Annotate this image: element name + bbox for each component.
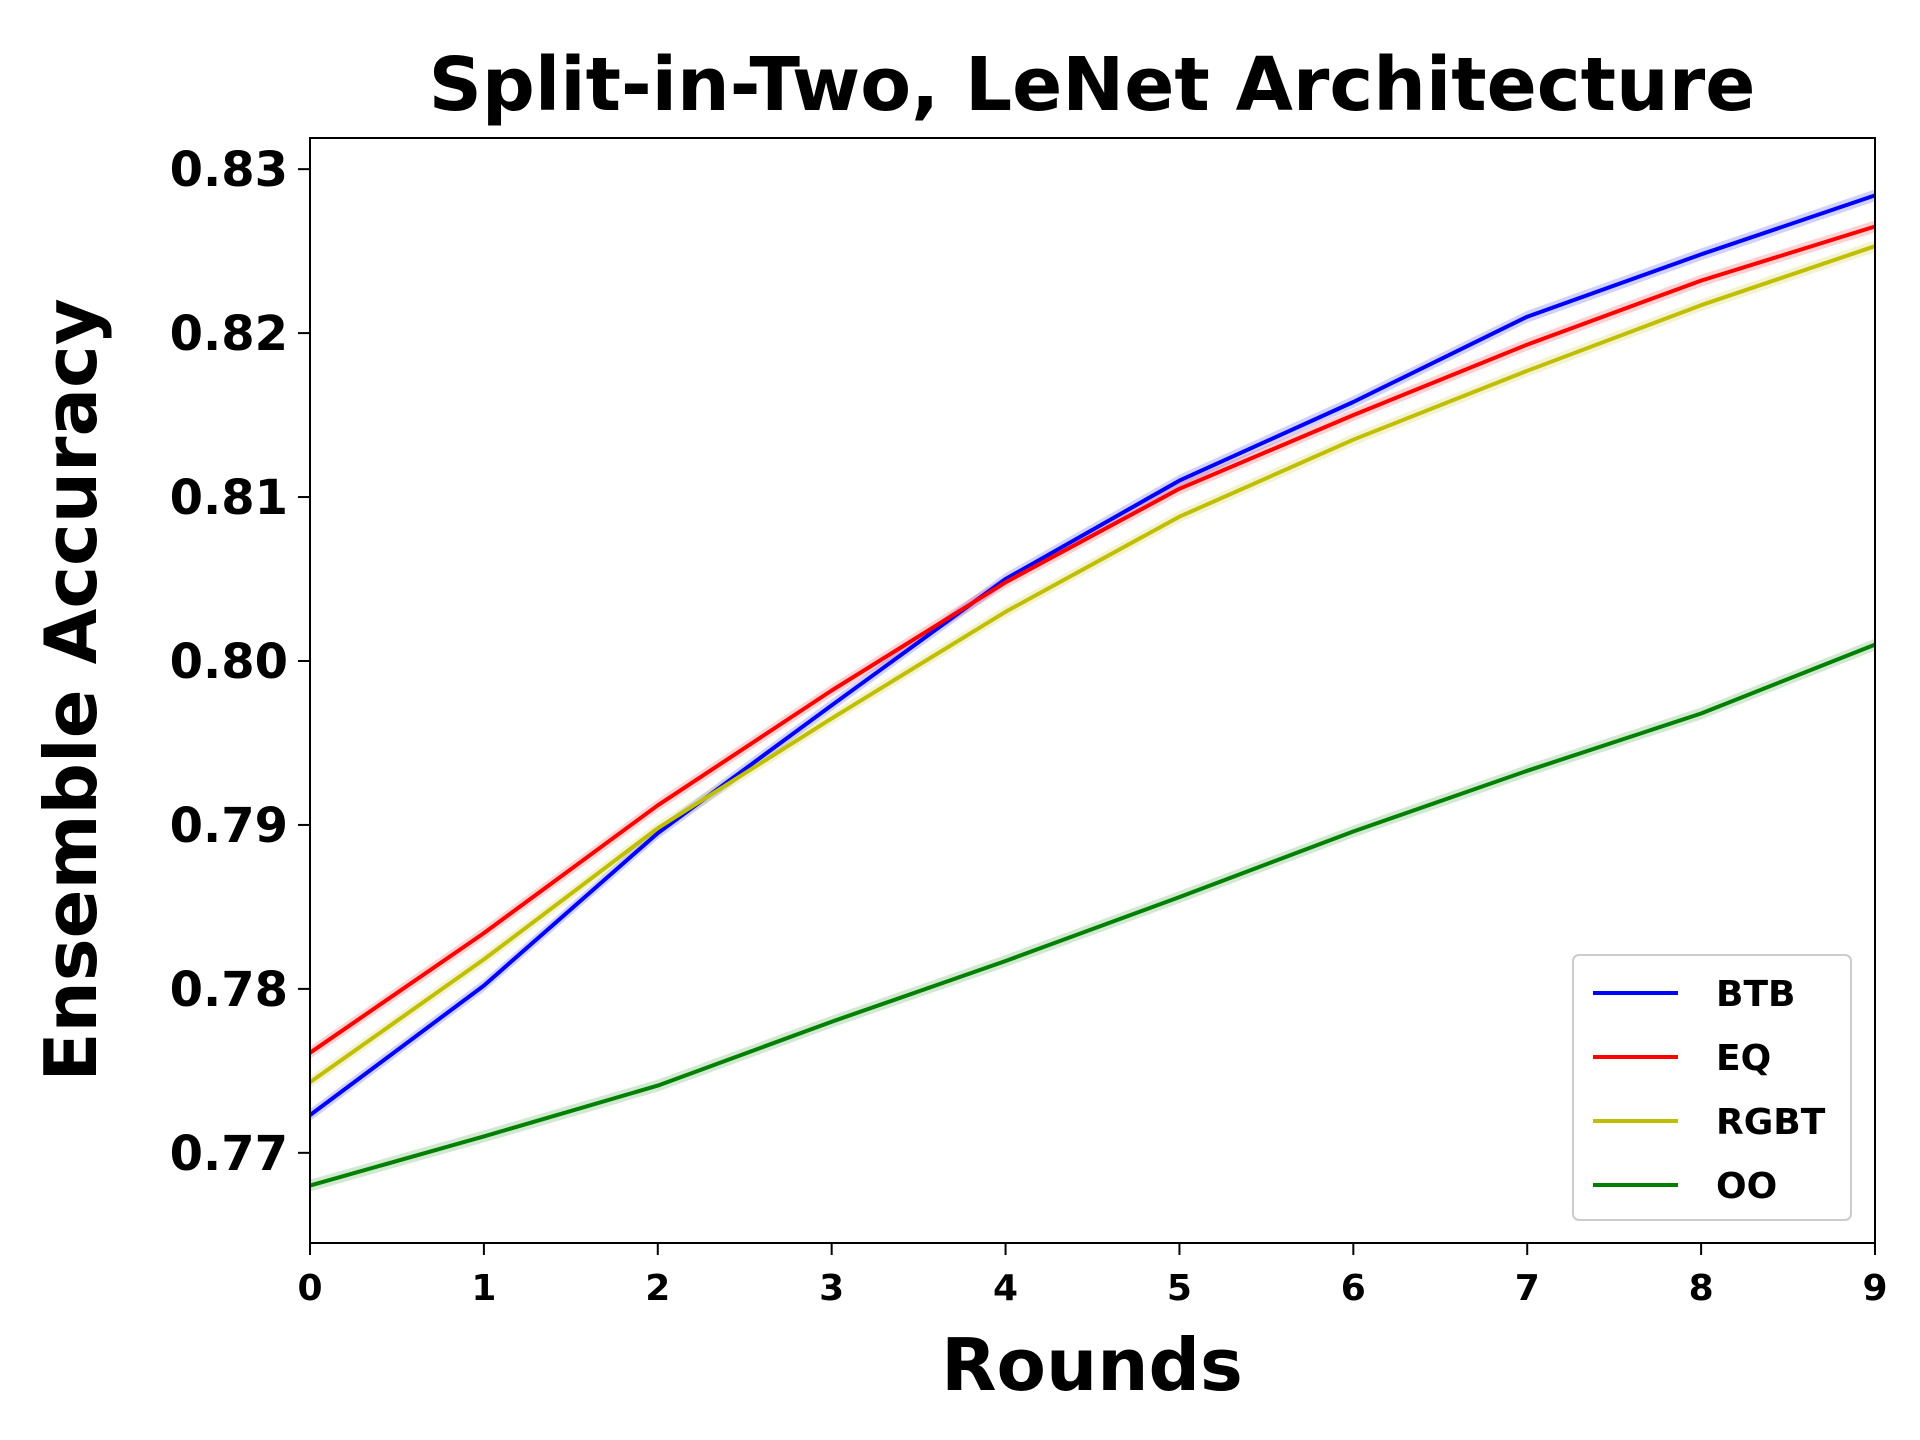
legend-entry-oo: OO	[1593, 1166, 1777, 1207]
series-line-oo	[309, 642, 1876, 1188]
legend-label: EQ	[1716, 1038, 1771, 1079]
y-tick-label: 0.83	[170, 142, 288, 198]
legend-label: RGBT	[1716, 1102, 1826, 1143]
legend-label: OO	[1716, 1166, 1777, 1207]
confidence-bands	[310, 189, 1875, 1192]
y-tick-label: 0.77	[170, 1126, 288, 1182]
y-tick-label: 0.82	[170, 306, 288, 362]
x-axis: 0 1 2 3 4 5 6 7 8 9	[297, 1243, 1888, 1309]
legend-entry-eq: EQ	[1593, 1038, 1771, 1079]
y-axis: 0.77 0.78 0.79 0.80 0.81 0.82 0.83	[170, 142, 310, 1182]
chart-title: Split-in-Two, LeNet Architecture	[429, 42, 1756, 128]
x-tick-label: 8	[1689, 1268, 1714, 1309]
y-axis-label: Ensemble Accuracy	[29, 298, 113, 1081]
series-line-rgbt	[308, 244, 1876, 1084]
x-tick-label: 3	[819, 1268, 844, 1309]
x-tick-label: 9	[1862, 1268, 1887, 1309]
series-line-eq	[308, 224, 1876, 1055]
x-axis-label: Rounds	[941, 1323, 1243, 1407]
legend-entry-rgbt: RGBT	[1593, 1102, 1826, 1143]
x-tick-label: 1	[471, 1268, 496, 1309]
legend-entry-btb: BTB	[1593, 974, 1795, 1015]
y-tick-label: 0.79	[170, 798, 288, 854]
plot-frame	[309, 137, 1876, 1244]
x-tick-label: 5	[1167, 1268, 1192, 1309]
y-tick-label: 0.81	[170, 470, 288, 526]
legend: BTB EQ RGBT OO	[1572, 954, 1852, 1221]
y-tick-label: 0.80	[170, 634, 288, 690]
legend-label: BTB	[1716, 974, 1795, 1015]
x-tick-label: 7	[1515, 1268, 1540, 1309]
x-tick-label: 4	[993, 1268, 1018, 1309]
y-tick-label: 0.78	[170, 962, 288, 1018]
x-tick-label: 0	[297, 1268, 322, 1309]
series-lines	[308, 193, 1876, 1188]
legend-box	[1572, 954, 1852, 1221]
x-tick-label: 2	[645, 1268, 670, 1309]
band-oo	[310, 638, 1875, 1192]
series-line-btb	[308, 193, 1876, 1117]
x-tick-label: 6	[1341, 1268, 1366, 1309]
